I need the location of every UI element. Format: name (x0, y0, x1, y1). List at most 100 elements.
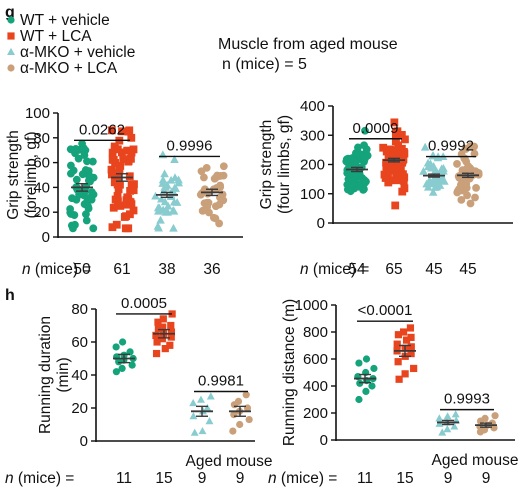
data-point (426, 163, 436, 172)
data-point (399, 149, 408, 157)
data-point (461, 145, 470, 153)
y-axis-label-line-2: (min) (55, 357, 72, 392)
data-point (197, 395, 205, 403)
panel-g-letter: g (5, 4, 15, 21)
data-point (206, 392, 215, 400)
y-tick-label: 400 (300, 98, 325, 115)
n-label-rest: (mice) = (277, 470, 338, 487)
data-point (242, 391, 250, 399)
data-point (389, 158, 398, 167)
y-tick-label: 20 (33, 204, 50, 221)
data-point (169, 223, 178, 232)
data-point (399, 328, 408, 336)
data-point (401, 370, 409, 378)
n-mice-label: n (mice) = (268, 470, 337, 487)
data-point (205, 417, 214, 425)
n-value: 15 (155, 470, 172, 487)
data-point (391, 201, 400, 210)
data-point (400, 184, 409, 193)
data-point (112, 343, 120, 351)
legend-label: WT + vehicle (20, 12, 110, 29)
data-point (394, 331, 403, 339)
data-point (234, 397, 243, 405)
data-point (420, 142, 430, 151)
note-line-1: Muscle from aged mouse (218, 36, 398, 53)
data-point (113, 192, 122, 200)
data-point (466, 199, 475, 208)
n-mice-label: n (mice) = (300, 261, 369, 278)
data-point (168, 206, 178, 214)
data-point (407, 350, 415, 358)
data-point (402, 336, 411, 344)
data-point (215, 219, 224, 228)
data-point (471, 193, 479, 202)
data-point (431, 177, 441, 186)
n-value: 11 (357, 470, 373, 487)
y-axis-label: Running distance (m) (281, 299, 298, 446)
data-point (362, 145, 371, 154)
y-tick-label: 200 (303, 405, 328, 422)
y-tick-label: 60 (33, 155, 50, 172)
data-point (154, 325, 163, 333)
data-point (363, 151, 371, 159)
legend-label: α-MKO + vehicle (20, 44, 135, 61)
data-point (410, 364, 418, 373)
panel-h-letter: h (5, 287, 15, 304)
y-tick-label: 300 (300, 127, 325, 144)
data-point (463, 191, 471, 200)
y-axis-label-line-2: (forelimb, gf) (23, 132, 40, 219)
data-point (200, 173, 208, 182)
chart-four-limb-grip: 0 100 200 300 400 Grip strength (four limbs, g… (258, 98, 513, 278)
data-point (399, 176, 408, 185)
data-point (152, 349, 161, 358)
p-value-label: 0.0009 (353, 120, 399, 137)
data-point (123, 146, 132, 155)
data-point (167, 333, 175, 341)
data-point (116, 162, 125, 170)
legend-marker (7, 47, 15, 56)
data-point (390, 118, 399, 127)
data-point (118, 127, 126, 136)
y-tick-label: 20 (71, 400, 88, 417)
n-value: 36 (203, 261, 220, 278)
n-value: 61 (113, 261, 130, 278)
data-point (82, 216, 91, 225)
data-point (394, 141, 402, 150)
y-tick-label: 100 (25, 105, 50, 122)
data-point (88, 188, 96, 196)
n-value: 9 (236, 470, 245, 487)
data-point (397, 130, 406, 139)
y-tick-label: 1000 (295, 297, 328, 314)
legend-marker (7, 64, 15, 72)
p-value-label: 0.9996 (167, 137, 213, 154)
data-point (461, 154, 469, 163)
data-point (107, 126, 116, 135)
data-point (491, 412, 499, 420)
data-point (439, 163, 448, 172)
data-point (383, 163, 392, 172)
y-tick-label: 400 (303, 378, 328, 395)
data-point (71, 145, 80, 153)
data-point (190, 428, 199, 436)
n-italic: n (268, 470, 277, 487)
data-point (158, 175, 168, 184)
y-tick-label: 40 (71, 367, 88, 384)
data-point (170, 155, 179, 163)
y-tick-label: 40 (33, 179, 50, 196)
data-point (128, 361, 136, 369)
data-point (83, 157, 91, 166)
data-point (151, 191, 160, 200)
data-point (443, 412, 452, 420)
data-point (351, 149, 360, 158)
y-tick-label: 0 (317, 215, 325, 232)
data-point (453, 160, 461, 168)
data-point (394, 358, 402, 366)
y-tick-label: 0 (320, 432, 328, 449)
n-label-rest: (mice) = (14, 470, 75, 487)
legend-marker (7, 32, 15, 40)
n-value: 65 (385, 261, 402, 278)
n-value: 9 (198, 470, 207, 487)
data-point (209, 213, 218, 222)
data-point (82, 210, 90, 219)
data-point (113, 180, 122, 189)
